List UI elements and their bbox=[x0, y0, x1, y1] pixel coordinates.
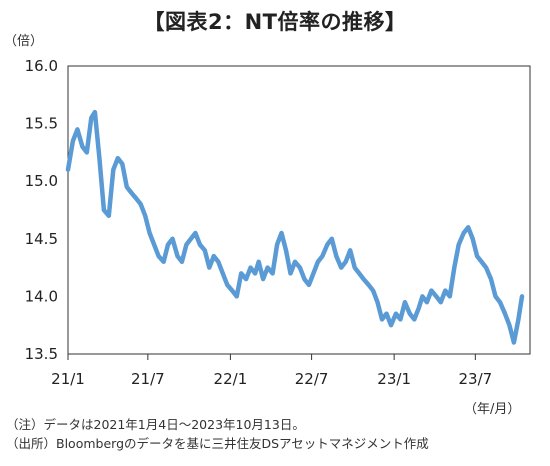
footnote-data-period: （注）データは2021年1月4日～2023年10月13日。 bbox=[6, 417, 305, 432]
x-tick-label: 21/7 bbox=[131, 370, 165, 388]
footnote-source: （出所）Bloombergのデータを基に三井住友DSアセットマネジメント作成 bbox=[6, 436, 429, 451]
x-tick-label: 23/7 bbox=[459, 370, 493, 388]
plot-area-frame bbox=[67, 65, 531, 355]
y-axis-ticks: 13.5 14.0 14.5 15.0 15.5 16.0 bbox=[25, 57, 58, 363]
y-tick-label: 14.5 bbox=[25, 230, 58, 248]
y-tick-label: 14.0 bbox=[25, 287, 58, 305]
y-tick-label: 13.5 bbox=[25, 345, 58, 363]
y-tick-label: 15.5 bbox=[25, 115, 58, 133]
x-tick-label: 23/1 bbox=[377, 370, 411, 388]
y-tick-label: 16.0 bbox=[25, 57, 58, 75]
x-axis-ticks: 21/1 21/7 22/1 22/7 23/1 23/7 bbox=[51, 354, 492, 388]
x-tick-label: 21/1 bbox=[51, 370, 85, 388]
y-tick-label: 15.0 bbox=[25, 172, 58, 190]
x-tick-label: 22/7 bbox=[295, 370, 329, 388]
x-axis-unit-label: （年/月） bbox=[464, 402, 521, 417]
nt-ratio-line-chart: 13.5 14.0 14.5 15.0 15.5 16.0 21/1 21/7 22/1 22/… bbox=[25, 57, 531, 388]
chart-title: 【図表2：NT倍率の推移】 bbox=[143, 10, 407, 34]
x-tick-label: 22/1 bbox=[214, 370, 248, 388]
series-line bbox=[65, 109, 525, 345]
y-axis-unit-label: （倍） bbox=[4, 34, 44, 49]
